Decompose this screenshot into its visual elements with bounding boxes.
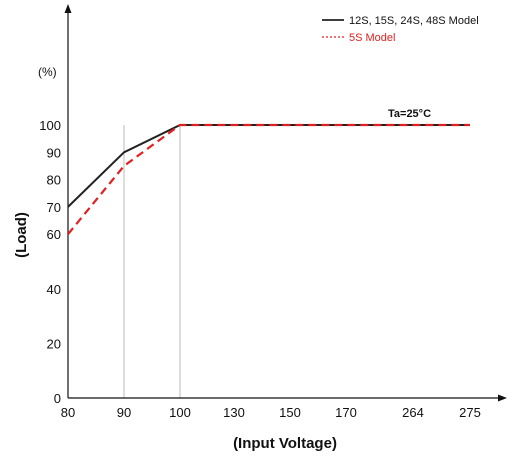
x-tick-label: 130 xyxy=(223,405,245,420)
x-tick-label: 150 xyxy=(279,405,301,420)
legend: 12S, 15S, 24S, 48S Model 5S Model xyxy=(322,15,479,44)
x-axis-arrow xyxy=(498,394,507,402)
y-tick-label: 20 xyxy=(47,336,61,351)
x-axis-title: (Input Voltage) xyxy=(233,435,337,452)
legend-label: 12S, 15S, 24S, 48S Model xyxy=(349,15,479,27)
x-tick-label: 80 xyxy=(61,405,75,420)
y-tick-labels: 0 20 40 60 70 80 90 100 xyxy=(39,118,61,406)
y-axis-title: (Load) xyxy=(13,212,30,258)
x-tick-label: 100 xyxy=(169,405,191,420)
y-axis-arrow xyxy=(64,4,72,13)
y-tick-label: 90 xyxy=(47,145,61,160)
y-unit-label: (%) xyxy=(38,65,57,79)
series-layer xyxy=(67,123,470,235)
y-tick-label: 70 xyxy=(47,200,61,215)
y-tick-label: 80 xyxy=(47,173,61,188)
y-tick-label: 40 xyxy=(47,282,61,297)
series-line-5s-model xyxy=(67,123,470,235)
x-tick-labels: 80 90 100 130 150 170 264 275 xyxy=(61,405,481,420)
grid-lines xyxy=(123,125,181,398)
x-tick-label: 90 xyxy=(117,405,131,420)
temperature-annotation: Ta=25°C xyxy=(388,108,431,120)
x-tick-label: 170 xyxy=(335,405,357,420)
legend-label: 5S Model xyxy=(349,32,395,44)
x-tick-label: 264 xyxy=(402,405,424,420)
x-tick-label: 275 xyxy=(459,405,481,420)
series-line-main-models xyxy=(67,124,470,208)
y-tick-label: 100 xyxy=(39,118,61,133)
y-tick-label: 0 xyxy=(54,391,61,406)
y-tick-label: 60 xyxy=(47,227,61,242)
